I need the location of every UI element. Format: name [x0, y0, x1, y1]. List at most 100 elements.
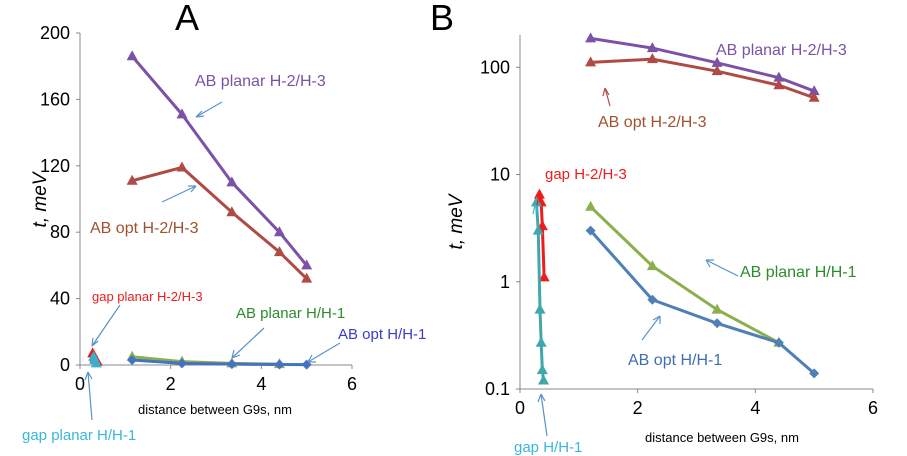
y-tick-label: 80: [50, 222, 70, 242]
data-point: [647, 294, 658, 305]
x-tick-label: 4: [256, 374, 266, 394]
series-ab-planar-h-2-h-3: [126, 50, 313, 270]
data-point: [226, 206, 238, 217]
data-point: [538, 374, 550, 385]
arrow-a-ab-opt-h2h3: [161, 185, 197, 203]
data-point: [585, 200, 597, 211]
panel-a-series: [87, 50, 313, 370]
data-point: [808, 91, 820, 102]
arrow-a-ab-planar-h2h3: [195, 101, 223, 118]
x-tick-label: 0: [75, 374, 85, 394]
data-point: [226, 176, 238, 187]
data-point: [535, 336, 547, 347]
data-point: [538, 271, 550, 282]
data-point: [532, 224, 544, 235]
panel-a-ticks: 0 40 80 120 160 200 0 2 4 6: [40, 23, 357, 394]
series-ab-planar-h-2-h-3: [585, 32, 820, 96]
arrow-b-gap-h2h3: [536, 191, 541, 206]
arrow-b-ab-opt-hh1: [641, 315, 661, 341]
arrow-a-gap-planar-h2h3: [91, 304, 121, 347]
y-tick-label: 120: [40, 156, 70, 176]
data-point: [773, 79, 785, 90]
panel-b-label: B: [430, 0, 454, 38]
data-point: [809, 368, 820, 379]
data-point: [177, 358, 187, 369]
data-point: [711, 56, 723, 67]
data-point: [530, 196, 542, 207]
panel-b-ticks: 0.1 1 10 100 0 2 4 6: [480, 57, 878, 418]
ann-b-ab-opt-hh1: AB opt H/H-1: [628, 352, 722, 369]
data-point: [711, 303, 723, 314]
arrow-b-gap-hh1: [540, 393, 548, 437]
y-tick-label: 160: [40, 89, 70, 109]
y-tick-label: 100: [480, 57, 510, 77]
arrow-b-ab-planar-hh1: [705, 259, 739, 277]
data-point: [808, 85, 820, 96]
data-point: [773, 337, 784, 348]
panel-b-x-label: distance between G9s, nm: [645, 430, 799, 445]
data-point: [646, 53, 658, 64]
panel-b-series: [530, 32, 820, 385]
data-point: [176, 108, 188, 119]
ann-a-ab-planar-h2h3: AB planar H-2/H-3: [195, 73, 326, 90]
arrow-a-gap-planar-hh1: [87, 371, 93, 421]
series-gap-planar-h-h-1: [88, 350, 102, 368]
data-point: [301, 259, 313, 270]
ann-b-ab-planar-h2h3: AB planar H-2/H-3: [716, 42, 847, 59]
ann-a-ab-opt-h2h3: AB opt H-2/H-3: [90, 220, 199, 237]
x-tick-label: 6: [347, 374, 357, 394]
ann-b-gap-hh1: gap H/H-1: [514, 439, 582, 456]
data-point: [646, 260, 658, 271]
ann-a-ab-planar-hh1: AB planar H/H-1: [236, 305, 345, 322]
data-point: [273, 226, 285, 237]
panel-a-label: A: [175, 0, 199, 38]
data-point: [274, 359, 285, 370]
arrow-a-ab-opt-hh1: [307, 342, 341, 363]
series-ab-opt-h-2-h-3: [585, 53, 820, 102]
data-point: [127, 355, 138, 366]
data-point: [711, 65, 723, 76]
ann-b-ab-planar-hh1: AB planar H/H-1: [740, 264, 857, 281]
data-point: [273, 246, 285, 257]
data-point: [301, 272, 313, 283]
series-line: [589, 205, 780, 345]
data-point: [712, 318, 723, 329]
arrow-b-ab-opt-h2h3: [604, 87, 611, 107]
data-point: [176, 161, 188, 172]
series-gap-h-h-1: [530, 196, 550, 385]
data-point: [90, 357, 102, 368]
series-ab-opt-h-h-1: [585, 225, 820, 379]
data-point: [126, 174, 138, 185]
data-point: [126, 50, 138, 61]
ann-a-ab-opt-hh1: AB opt H/H-1: [338, 326, 426, 343]
x-tick-label: 4: [750, 398, 760, 418]
arrow-a-ab-planar-hh1: [231, 327, 265, 359]
y-tick-label: 40: [50, 289, 70, 309]
ann-b-gap-h2h3: gap H-2/H-3: [545, 166, 627, 183]
data-point: [773, 71, 785, 82]
ann-a-gap-planar-h2h3: gap planar H-2/H-3: [92, 289, 203, 304]
y-tick-label: 0: [60, 355, 70, 375]
ann-b-ab-opt-h2h3: AB opt H-2/H-3: [598, 114, 707, 131]
panel-b: B 0.1 1 10 100 0 2 4 6 t, meV distance between …: [430, 0, 878, 456]
panel-a-annotation-arrows: [84, 101, 341, 421]
data-point: [585, 32, 597, 43]
panel-a-x-label: distance between G9s, nm: [138, 402, 292, 417]
y-tick-label: 0.1: [485, 379, 510, 399]
y-tick-label: 1: [500, 272, 510, 292]
x-tick-label: 2: [633, 398, 643, 418]
data-point: [534, 303, 546, 314]
panel-b-y-label: t, meV: [446, 192, 467, 249]
data-point: [585, 225, 596, 236]
panel-a: A 0 40 80 120 160 200 0 2 4 6 t, meV distance bet…: [22, 0, 426, 444]
y-tick-label: 200: [40, 23, 70, 43]
x-tick-label: 6: [868, 398, 878, 418]
data-point: [536, 364, 548, 375]
x-tick-label: 2: [166, 374, 176, 394]
data-point: [646, 42, 658, 53]
panel-a-y-label: t, meV: [30, 170, 51, 227]
panel-b-annotation-arrows: [532, 87, 739, 437]
y-tick-label: 10: [490, 165, 510, 185]
data-point: [585, 56, 597, 67]
